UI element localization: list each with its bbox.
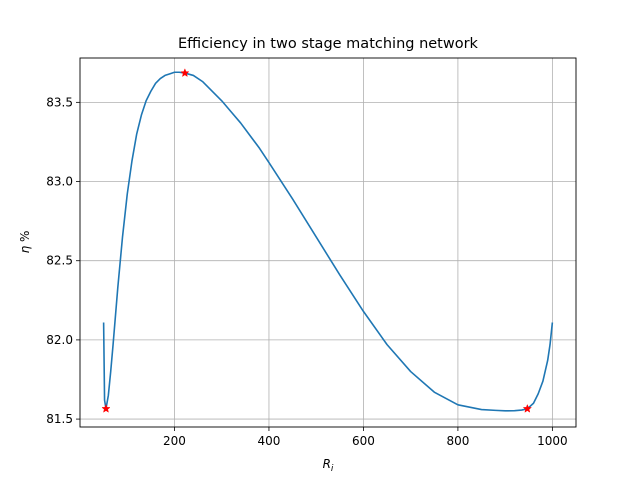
- extremum-star-marker: [180, 68, 190, 78]
- extremum-star-marker: [101, 403, 111, 413]
- y-axis-label: η %: [18, 231, 32, 254]
- x-tick-label: 800: [446, 434, 469, 448]
- x-tick-label: 400: [257, 434, 280, 448]
- y-tick-label: 82.0: [46, 333, 73, 347]
- y-tick-label: 83.5: [46, 95, 73, 109]
- plot-frame: [79, 57, 577, 428]
- extremum-star-marker: [522, 403, 533, 413]
- y-axis-label-unit: %: [18, 231, 32, 246]
- x-axis-label-sub: i: [331, 464, 334, 474]
- ticks: 200 400 600 800 1000 81.5 82.0 82.5 83.0 83.5: [46, 95, 567, 448]
- y-tick-label: 83.0: [46, 175, 73, 189]
- y-tick-label: 81.5: [46, 412, 73, 426]
- y-axis-label-var: η: [18, 245, 32, 253]
- x-tick-label: 200: [163, 434, 186, 448]
- grid: [80, 58, 576, 427]
- efficiency-line: [102, 71, 554, 412]
- x-tick-label: 600: [352, 434, 375, 448]
- x-axis-label-var: R: [323, 457, 331, 471]
- y-tick-label: 82.5: [46, 254, 73, 268]
- x-tick-label: 1000: [537, 434, 568, 448]
- data-layer: [101, 68, 554, 413]
- x-axis-label: Ri: [323, 457, 334, 474]
- chart-title: Efficiency in two stage matching network: [178, 36, 479, 52]
